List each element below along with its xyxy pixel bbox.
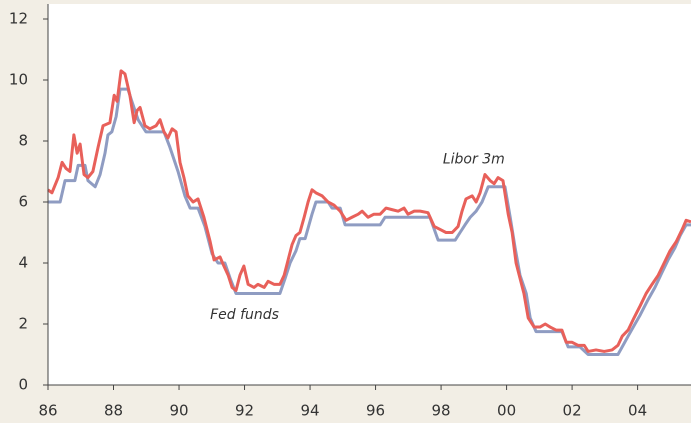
x-tick-label: 02 (563, 402, 582, 420)
y-tick-label: 10 (9, 71, 28, 89)
x-tick-label: 04 (628, 402, 647, 420)
x-tick-label: 86 (38, 402, 57, 420)
ticks (43, 18, 639, 390)
x-tick-label: 00 (497, 402, 516, 420)
y-tick-label: 0 (18, 376, 28, 394)
annotation: Fed funds (210, 307, 279, 323)
y-tick-label: 4 (18, 254, 28, 272)
y-tick-label: 8 (18, 132, 28, 150)
x-tick-label: 88 (104, 402, 123, 420)
y-tick-label: 2 (18, 315, 28, 333)
x-tick-label: 94 (301, 402, 320, 420)
y-tick-label: 6 (18, 193, 28, 211)
x-tick-label: 90 (169, 402, 188, 420)
x-tick-label: 96 (366, 402, 385, 420)
series-line (47, 69, 691, 353)
annotation: Libor 3m (443, 151, 505, 167)
x-tick-label: 98 (432, 402, 451, 420)
x-tick-label: 92 (235, 402, 254, 420)
plot-area (48, 4, 691, 385)
y-tick-label: 12 (9, 10, 28, 28)
lines (47, 69, 691, 356)
